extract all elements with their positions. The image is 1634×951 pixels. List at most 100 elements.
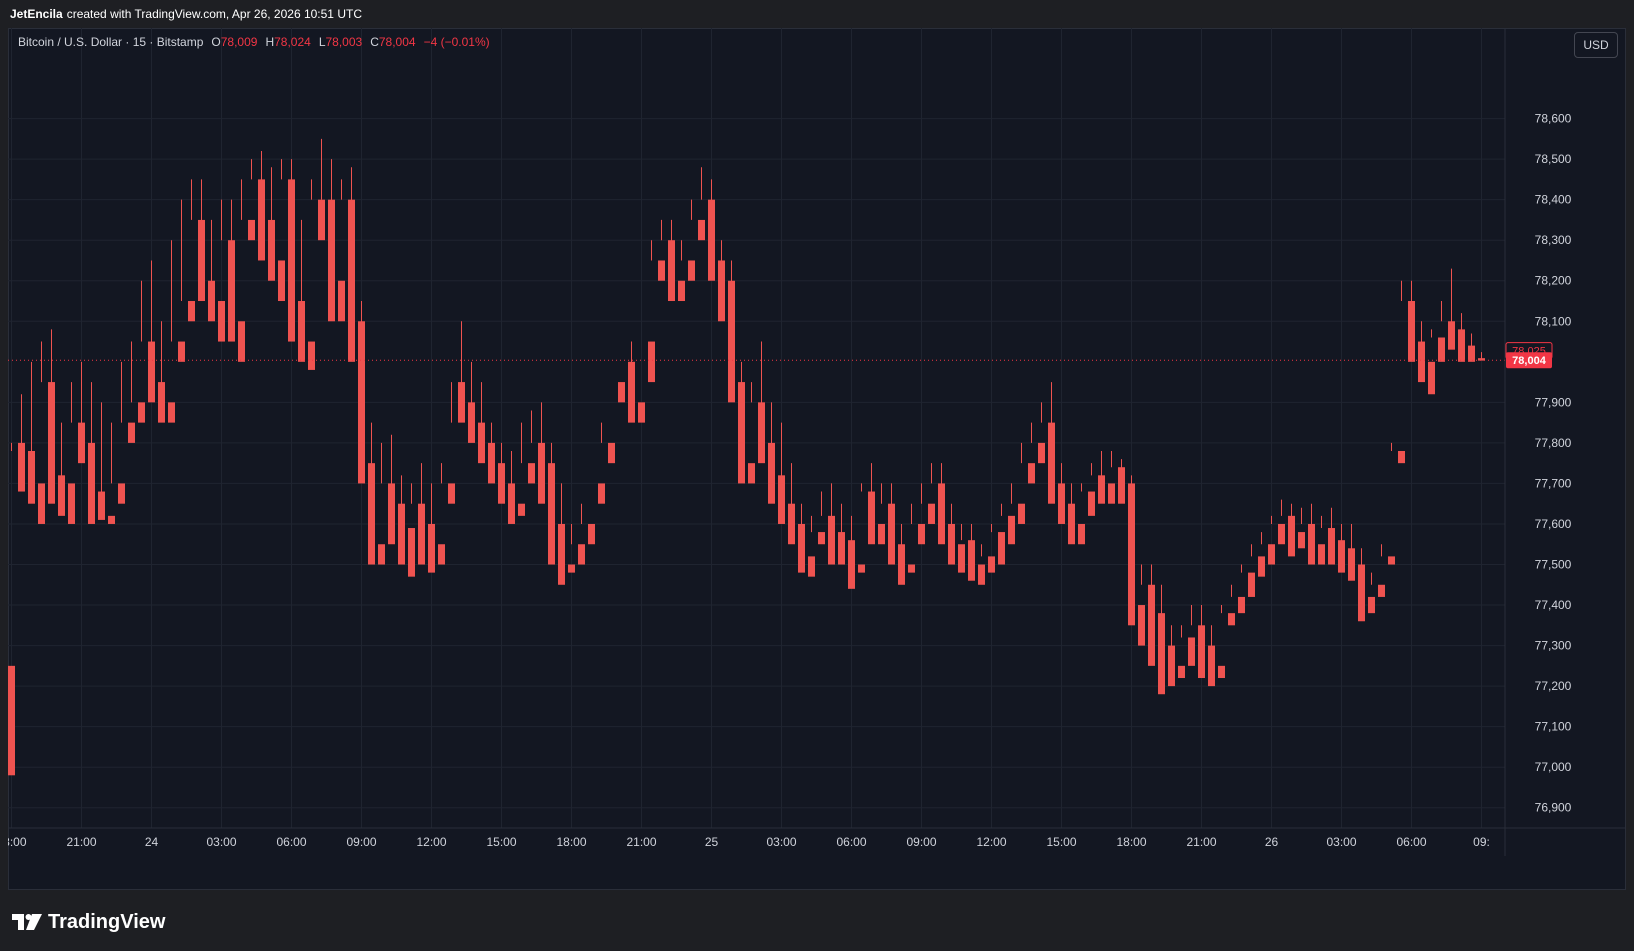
candle-body: [258, 179, 265, 261]
candle-series: [8, 138, 1485, 776]
x-tick-label: 03:00: [1326, 835, 1356, 849]
candle-body: [1288, 515, 1295, 557]
open-label: O: [211, 35, 221, 49]
candle-body: [738, 382, 745, 484]
x-tick-label: 09:00: [906, 835, 936, 849]
candle-body: [868, 491, 875, 545]
candle-body: [1428, 361, 1435, 395]
candle-body: [358, 321, 365, 484]
candle-body: [998, 532, 1005, 565]
y-tick-label: 78,500: [1535, 152, 1572, 166]
candle-body: [1348, 548, 1355, 581]
candle-body: [1238, 596, 1245, 614]
y-tick-label: 78,400: [1535, 193, 1572, 207]
candle-body: [238, 321, 245, 362]
candle-body: [828, 515, 835, 565]
author-name: JetEncila: [10, 7, 63, 21]
candle-body: [1468, 345, 1475, 362]
candle-body: [768, 442, 775, 504]
x-tick-label: 09:00: [346, 835, 376, 849]
candle-body: [968, 540, 975, 581]
candle-body: [478, 422, 485, 464]
candlestick-chart[interactable]: 76,900 77,000 77,100 77,200 77,300 77,400 77,5…: [8, 28, 1626, 890]
y-tick-label: 77,000: [1535, 760, 1572, 774]
x-tick-label: 03:00: [766, 835, 796, 849]
candle-body: [1208, 645, 1215, 687]
candle-body: [538, 442, 545, 504]
candle-body: [1058, 483, 1065, 524]
brand-name: TradingView: [48, 910, 166, 933]
candle-body: [818, 532, 825, 545]
candle-body: [298, 301, 305, 362]
low-label: L: [318, 35, 326, 49]
candle-body: [728, 280, 735, 403]
candle-body: [38, 483, 45, 524]
x-tick-label: 18:00: [8, 835, 27, 849]
x-tick-label: 18:00: [556, 835, 586, 849]
candle-body: [1048, 422, 1055, 504]
candle-body: [1008, 515, 1015, 545]
candle-body: [378, 544, 385, 565]
candle-body: [268, 219, 275, 281]
candle-body: [588, 523, 595, 545]
candle-body: [1268, 544, 1275, 565]
candle-body: [418, 503, 425, 565]
x-tick-label: 06:00: [836, 835, 866, 849]
candle-body: [798, 523, 805, 573]
candle-body: [1028, 463, 1035, 484]
candle-body: [888, 503, 895, 565]
candle-body: [1338, 540, 1345, 573]
candle-body: [878, 523, 885, 545]
candle-body: [468, 402, 475, 443]
candle-body: [638, 402, 645, 423]
candle-body: [848, 540, 855, 589]
candle-body: [1378, 584, 1385, 597]
candle-body: [388, 483, 395, 545]
candle-body: [608, 442, 615, 464]
candle-body: [1438, 337, 1445, 362]
candle-body: [788, 503, 795, 545]
candle-body: [1448, 321, 1455, 350]
candle-body: [748, 463, 755, 484]
candle-body: [1228, 613, 1235, 626]
candle-body: [1258, 556, 1265, 577]
y-tick-label: 78,300: [1535, 233, 1572, 247]
candle-body: [448, 483, 455, 504]
candle-body: [938, 483, 945, 545]
candle-body: [408, 528, 415, 577]
candle-body: [1278, 523, 1285, 545]
candle-body: [58, 475, 65, 516]
tradingview-logo[interactable]: TradingView: [12, 910, 165, 934]
candle-body: [1418, 341, 1425, 383]
x-tick-label: 26: [1265, 835, 1279, 849]
candle-body: [778, 475, 785, 524]
candle-body: [838, 532, 845, 565]
candle-body: [928, 503, 935, 524]
candle-body: [628, 361, 635, 423]
candle-body: [1078, 523, 1085, 545]
candle-body: [188, 301, 195, 322]
currency-button[interactable]: USD: [1574, 32, 1618, 58]
candle-body: [1158, 613, 1165, 695]
symbol-name[interactable]: Bitcoin / U.S. Dollar · 15 · Bitstamp: [18, 35, 204, 49]
open-value: 78,009: [220, 35, 258, 49]
candle-body: [1128, 483, 1135, 626]
candle-body: [1108, 483, 1115, 504]
symbol-legend: Bitcoin / U.S. Dollar · 15 · Bitstamp O …: [18, 33, 490, 51]
candle-body: [1218, 665, 1225, 679]
candle-body: [18, 442, 25, 492]
candle-body: [1328, 528, 1335, 565]
candle-body: [438, 544, 445, 565]
candle-body: [758, 402, 765, 464]
candle-body: [368, 463, 375, 565]
candle-body: [1098, 475, 1105, 504]
y-tick-label: 76,900: [1535, 801, 1572, 815]
candle-body: [228, 240, 235, 342]
candle-body: [578, 544, 585, 565]
candle-body: [708, 199, 715, 281]
chart-frame: [8, 28, 1626, 890]
y-tick-label: 77,800: [1535, 436, 1572, 450]
candle-body: [108, 515, 115, 524]
x-tick-label: 12:00: [976, 835, 1006, 849]
candle-body: [248, 219, 255, 241]
